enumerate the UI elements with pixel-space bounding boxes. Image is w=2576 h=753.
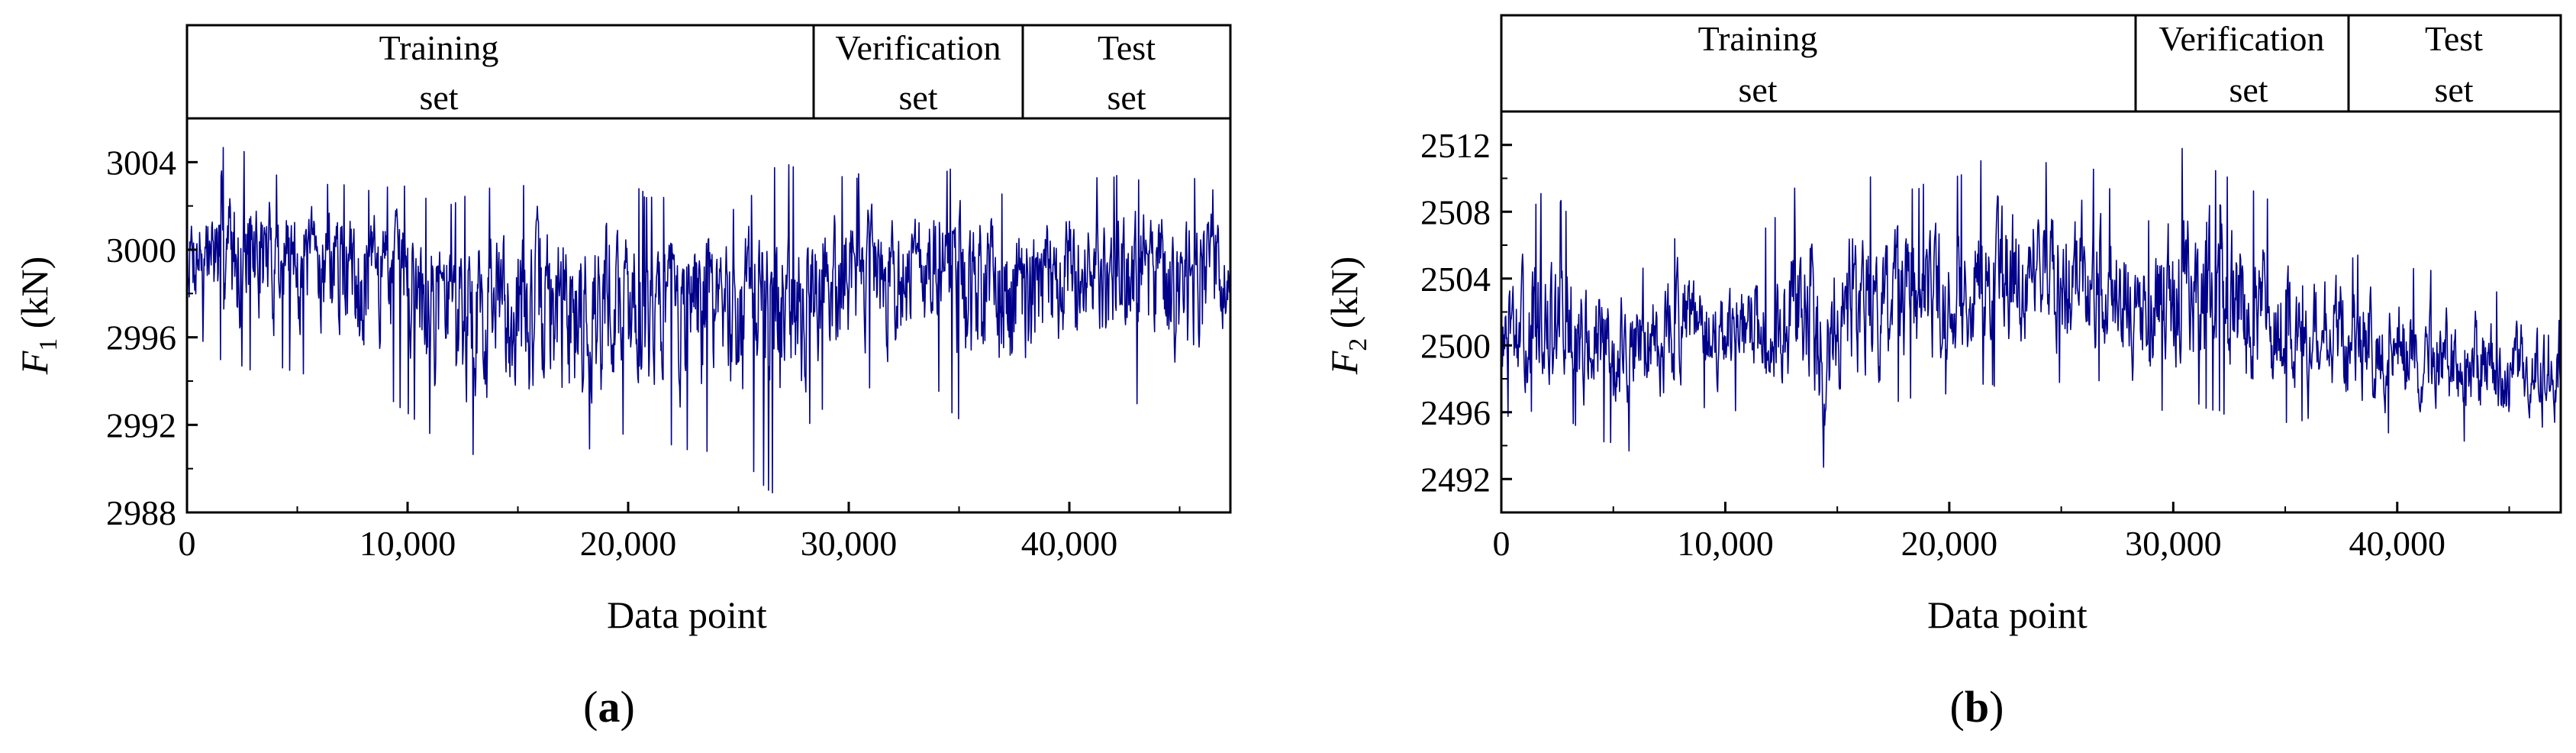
y-tick-label: 2988 <box>106 493 176 532</box>
segment-label-training-line1: Training <box>379 28 499 67</box>
y-tick-label: 2512 <box>1420 126 1491 165</box>
segment-header-box <box>1500 14 2562 113</box>
x-tick-label: 10,000 <box>359 524 456 563</box>
segment-label-training-line2: set <box>1738 70 1777 109</box>
plot-frame <box>1500 110 2562 514</box>
x-tick-label: 0 <box>1493 524 1510 563</box>
y-tick-label: 2496 <box>1420 393 1491 432</box>
axis-ticks: 0 10,000 20,000 30,000 40,000 2988 2992 2996 300… <box>106 143 1181 563</box>
series-line-F1 <box>186 147 1231 493</box>
chart-panel-a: Training set Verification set Test set 0… <box>13 24 1232 732</box>
segment-label-verification-line1: Verification <box>2158 19 2324 58</box>
x-axis-title: Data point <box>1927 593 2088 636</box>
y-tick-label: 2504 <box>1420 260 1491 299</box>
y-tick-label: 2492 <box>1420 460 1491 499</box>
x-axis-title: Data point <box>607 593 767 636</box>
x-tick-label: 20,000 <box>580 524 677 563</box>
segment-header-box <box>185 24 1232 120</box>
y-tick-label: 2996 <box>106 318 176 357</box>
segment-label-test-line1: Test <box>2425 19 2483 58</box>
x-tick-label: 20,000 <box>1901 524 1998 563</box>
segment-label-test-line2: set <box>2434 70 2473 109</box>
chart-panel-b: Training set Verification set Test set 0… <box>1323 14 2562 732</box>
panel-label-a: (a) <box>583 682 635 732</box>
y-tick-label: 2992 <box>106 406 176 444</box>
y-tick-label: 3004 <box>106 143 176 182</box>
plot-frame <box>185 117 1232 514</box>
y-tick-label: 2500 <box>1420 326 1491 365</box>
x-tick-label: 30,000 <box>2125 524 2222 563</box>
segment-label-verification-line2: set <box>2229 70 2268 109</box>
segment-label-verification-line1: Verification <box>835 28 1001 67</box>
series-line-F2 <box>1501 147 2561 468</box>
panel-label-b: (b) <box>1950 682 2004 732</box>
x-tick-label: 0 <box>179 524 196 563</box>
segment-label-test-line2: set <box>1107 78 1146 117</box>
axis-ticks: 0 10,000 20,000 30,000 40,000 2492 2496 2500 250… <box>1420 126 2510 563</box>
y-tick-label: 3000 <box>106 231 176 270</box>
y-tick-label: 2508 <box>1420 192 1491 231</box>
segment-label-verification-line2: set <box>898 78 937 117</box>
y-axis-title: F1 (kN) <box>13 257 63 375</box>
segment-label-test-line1: Test <box>1098 28 1156 67</box>
segment-label-training-line2: set <box>419 78 458 117</box>
x-tick-label: 10,000 <box>1677 524 1774 563</box>
y-axis-title: F2 (kN) <box>1323 257 1372 375</box>
segment-label-training-line1: Training <box>1698 19 1818 58</box>
x-tick-label: 30,000 <box>801 524 898 563</box>
x-tick-label: 40,000 <box>1021 524 1118 563</box>
x-tick-label: 40,000 <box>2349 524 2446 563</box>
